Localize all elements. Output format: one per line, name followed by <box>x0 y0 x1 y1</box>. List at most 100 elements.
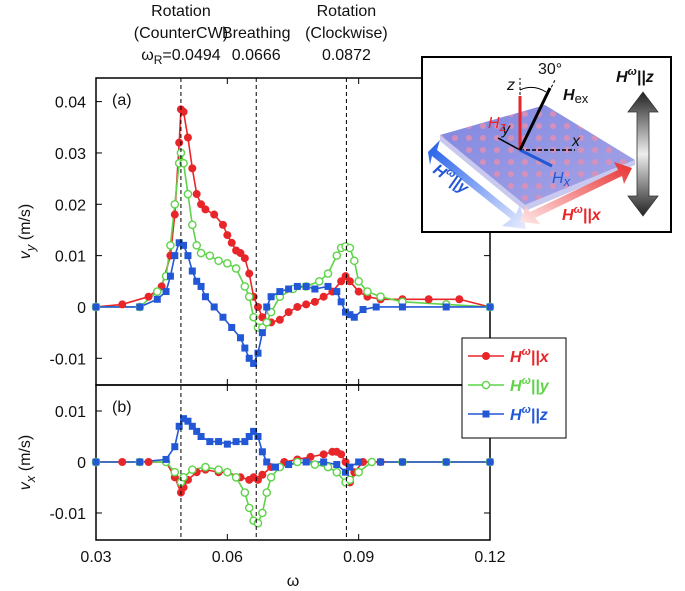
legend-symbol: H <box>510 349 522 366</box>
data-point <box>293 302 302 311</box>
data-point <box>179 472 188 482</box>
series-line <box>96 461 490 524</box>
data-point <box>342 468 350 476</box>
data-point <box>193 277 201 285</box>
data-point <box>179 107 188 116</box>
data-point <box>240 488 250 497</box>
z-axis-label: z <box>506 77 515 94</box>
y-tick-label: -0.01 <box>50 506 87 523</box>
hex-vector <box>518 87 552 151</box>
data-point <box>367 457 377 467</box>
data-point <box>266 472 276 482</box>
data-point <box>320 458 328 466</box>
data-point <box>175 239 183 247</box>
data-point <box>240 254 249 263</box>
data-point <box>241 438 249 446</box>
data-point <box>359 306 367 314</box>
series-line <box>96 450 490 494</box>
x-tick-label: 0.09 <box>343 549 374 566</box>
data-point <box>398 303 406 311</box>
arrow-z <box>627 91 659 217</box>
data-point <box>258 448 266 456</box>
data-point <box>376 292 385 301</box>
data-point <box>188 220 197 230</box>
y-axis-label: vy (m/s) <box>17 204 38 259</box>
field-x-superscript: ω <box>574 204 583 216</box>
data-point <box>214 256 223 266</box>
annotation-value: 0.0666 <box>232 47 281 64</box>
hex-symbol: H <box>563 87 575 104</box>
data-point <box>377 458 385 466</box>
angle-arc <box>519 86 547 93</box>
data-point <box>253 302 262 311</box>
data-point <box>170 467 180 477</box>
data-point <box>92 303 100 311</box>
data-point <box>144 457 153 466</box>
data-point <box>210 210 219 219</box>
data-point <box>175 138 184 147</box>
annotation-symbol: ω <box>141 47 154 64</box>
data-point <box>184 417 192 425</box>
field-z-label: Hω||z <box>616 66 654 86</box>
x-axis-label: x <box>571 133 581 150</box>
data-point <box>333 461 341 469</box>
data-point <box>285 461 293 469</box>
legend-frame <box>461 337 567 439</box>
data-point <box>275 315 284 324</box>
skyrmion-lattice <box>440 105 635 205</box>
data-point <box>271 463 279 471</box>
data-point <box>285 285 293 293</box>
legend-label: Hω||y <box>510 375 550 395</box>
data-point <box>188 267 196 275</box>
data-point <box>332 467 342 477</box>
data-point <box>170 210 179 219</box>
data-point <box>262 488 272 497</box>
data-point <box>337 450 346 459</box>
data-point <box>346 463 354 471</box>
data-point <box>218 220 227 229</box>
y-axis-unit: (m/s) <box>17 435 34 476</box>
data-point <box>136 303 144 311</box>
data-point <box>486 458 494 466</box>
hex-subscript: ex <box>575 91 589 106</box>
data-point <box>258 470 267 479</box>
data-point <box>136 458 144 466</box>
data-point <box>118 457 127 466</box>
data-point <box>244 503 254 513</box>
data-point <box>345 277 354 286</box>
hz-label: Hz <box>488 115 507 134</box>
data-point <box>267 293 275 301</box>
y-axis-label: vx (m/s) <box>17 435 38 490</box>
data-point <box>196 248 206 258</box>
data-point <box>206 438 214 446</box>
annotation-value: 0.0872 <box>322 47 371 64</box>
data-point <box>215 438 223 446</box>
data-point <box>223 440 231 448</box>
legend-label: Hω||x <box>510 346 550 366</box>
legend-rest: ||z <box>531 407 548 424</box>
panel-label: (b) <box>112 399 132 416</box>
legend-symbol: H <box>510 378 522 395</box>
data-point <box>210 303 218 311</box>
legend-superscript: ω <box>522 346 531 358</box>
series-line <box>96 152 491 329</box>
data-point <box>249 312 258 322</box>
annotation-heading: (Clockwise) <box>305 25 388 42</box>
data-point <box>284 308 293 317</box>
data-point <box>227 238 236 247</box>
data-point <box>188 164 197 173</box>
y-axis-label: y <box>501 121 511 138</box>
annotation-label: 0.0666 <box>232 47 281 64</box>
data-point <box>232 438 240 446</box>
legend-symbol: H <box>510 407 522 424</box>
data-point <box>263 458 271 466</box>
data-point <box>223 259 232 268</box>
data-point <box>184 252 192 260</box>
hex-label: Hex <box>563 87 589 106</box>
data-point <box>223 231 232 240</box>
legend-marker <box>481 380 491 390</box>
legend-label: Hω||z <box>510 404 548 424</box>
y-axis-symbol: v <box>17 481 34 490</box>
data-point <box>166 272 174 280</box>
data-point <box>486 303 494 311</box>
